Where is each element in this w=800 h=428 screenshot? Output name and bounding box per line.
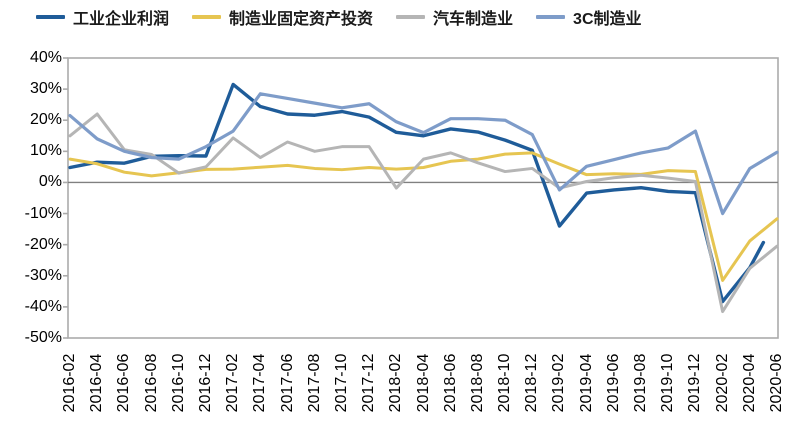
legend-swatch-icon <box>36 15 65 19</box>
y-axis-tick-label: 30% <box>29 80 62 98</box>
series-line-3 <box>68 92 779 216</box>
x-axis-tick-label: 2019-10 <box>659 353 677 413</box>
x-axis-tick-label: 2016-02 <box>61 353 78 413</box>
x-axis-tick-label: 2017-04 <box>251 353 269 413</box>
x-axis-tick-label: 2018-12 <box>523 353 541 413</box>
x-axis-tick-label: 2017-02 <box>224 353 242 413</box>
y-axis-tick-label: -40% <box>24 297 62 315</box>
series-lines-group <box>68 82 779 314</box>
y-axis-tick-label: -50% <box>24 329 62 346</box>
x-axis-tick-label: 2016-10 <box>169 353 187 413</box>
x-axis-tick-label: 2016-12 <box>196 353 214 413</box>
y-axis-tick-label: 20% <box>29 111 62 129</box>
legend-swatch-icon <box>396 15 426 19</box>
x-axis-tick-label: 2019-06 <box>604 353 622 413</box>
legend-item-2: 汽车制造业 <box>396 5 513 29</box>
x-axis-tick-label: 2019-04 <box>577 353 595 413</box>
x-axis-tick-label: 2019-12 <box>686 353 704 413</box>
x-axis-tick-label: 2017-06 <box>278 353 296 413</box>
x-axis-tick-label: 2020-06 <box>768 353 785 413</box>
y-axis-tick-label: 10% <box>29 142 62 160</box>
x-axis-tick-label: 2020-02 <box>713 353 731 413</box>
chart-legend: 工业企业利润 制造业固定资产投资 汽车制造业 3C制造业 <box>36 5 642 29</box>
series-line-0 <box>68 82 766 304</box>
legend-item-1: 制造业固定资产投资 <box>192 5 373 29</box>
x-axis-tick-label: 2019-08 <box>632 353 650 413</box>
y-axis-tick-label: 0% <box>38 173 62 191</box>
legend-item-0: 工业企业利润 <box>36 5 169 29</box>
x-axis-tick-label: 2019-02 <box>550 353 568 413</box>
legend-label: 制造业固定资产投资 <box>229 11 374 28</box>
plot-border-group <box>67 57 779 339</box>
x-axis-tick-label: 2016-06 <box>115 353 133 413</box>
x-axis-tick-label: 2017-10 <box>332 353 350 413</box>
y-axis-tick-label: -20% <box>24 235 62 253</box>
x-axis-tick-label: 2018-10 <box>496 353 514 413</box>
x-axis-tick-label: 2018-04 <box>414 353 432 413</box>
legend-item-3: 3C制造业 <box>536 5 642 29</box>
x-axis-tick-label: 2018-08 <box>468 353 486 413</box>
x-axis-tick-label: 2018-02 <box>387 353 405 413</box>
plot-border <box>67 57 779 339</box>
series-line-2 <box>68 112 779 314</box>
legend-label: 工业企业利润 <box>73 11 170 28</box>
x-axis-tick-label: 2016-08 <box>142 353 160 413</box>
y-axis-tick-label: -30% <box>24 266 62 284</box>
legend-swatch-icon <box>536 15 566 19</box>
x-axis-tick-label: 2017-12 <box>360 353 378 413</box>
legend-label: 汽车制造业 <box>433 11 514 28</box>
y-axis-tick-label: 40% <box>29 49 62 66</box>
legend-label: 3C制造业 <box>573 11 642 28</box>
x-axis-tick-label: 2020-04 <box>740 353 758 413</box>
legend-swatch-icon <box>192 15 222 19</box>
x-axis-tick-label: 2017-08 <box>305 353 323 413</box>
x-axis-tick-label: 2018-06 <box>441 353 459 413</box>
y-tickmarks-group <box>63 57 68 339</box>
y-axis-tick-label: -10% <box>24 204 62 222</box>
x-axis-tick-label: 2016-04 <box>88 353 106 413</box>
